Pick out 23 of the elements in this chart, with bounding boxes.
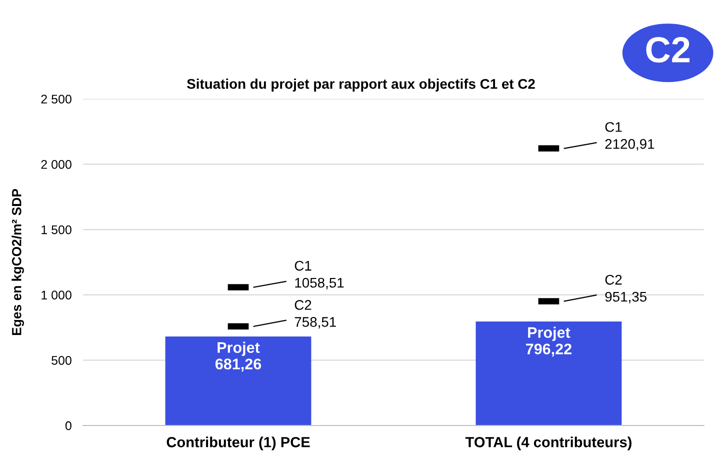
y-tick-label: 0 xyxy=(65,421,72,430)
data-label: 758,51 xyxy=(294,317,336,329)
chart-title: Situation du projet par rapport aux objectifs C1 et C2 xyxy=(187,78,535,92)
text: C2 xyxy=(605,274,622,285)
text: Projet xyxy=(218,342,260,356)
series-label: Projet xyxy=(528,326,570,341)
y-tick-label: 1 500 xyxy=(42,225,72,234)
y-tick-label: 2 000 xyxy=(41,160,72,169)
text: C2 xyxy=(294,300,312,310)
data-label: 951,35 xyxy=(605,292,646,304)
data-label: 681,26 xyxy=(215,358,262,372)
y-tick-label: 2 500 xyxy=(41,94,72,104)
y-tick-label: 500 xyxy=(52,356,72,365)
y-tick-label: 1 000 xyxy=(42,290,72,300)
data-label: 1058,51 xyxy=(295,278,344,290)
x-tick-label: Contributeur (1) PCE xyxy=(166,436,310,450)
y-axis-title: Eges en kgCO2/m² SDP xyxy=(12,188,24,336)
text: C2 xyxy=(646,37,690,63)
data-label: 2120,91 xyxy=(605,139,654,151)
text: C1 xyxy=(605,122,622,132)
text: C1 xyxy=(294,260,312,271)
data-label: 796,22 xyxy=(526,344,572,357)
x-tick-label: TOTAL (4 contributeurs) xyxy=(465,436,632,450)
